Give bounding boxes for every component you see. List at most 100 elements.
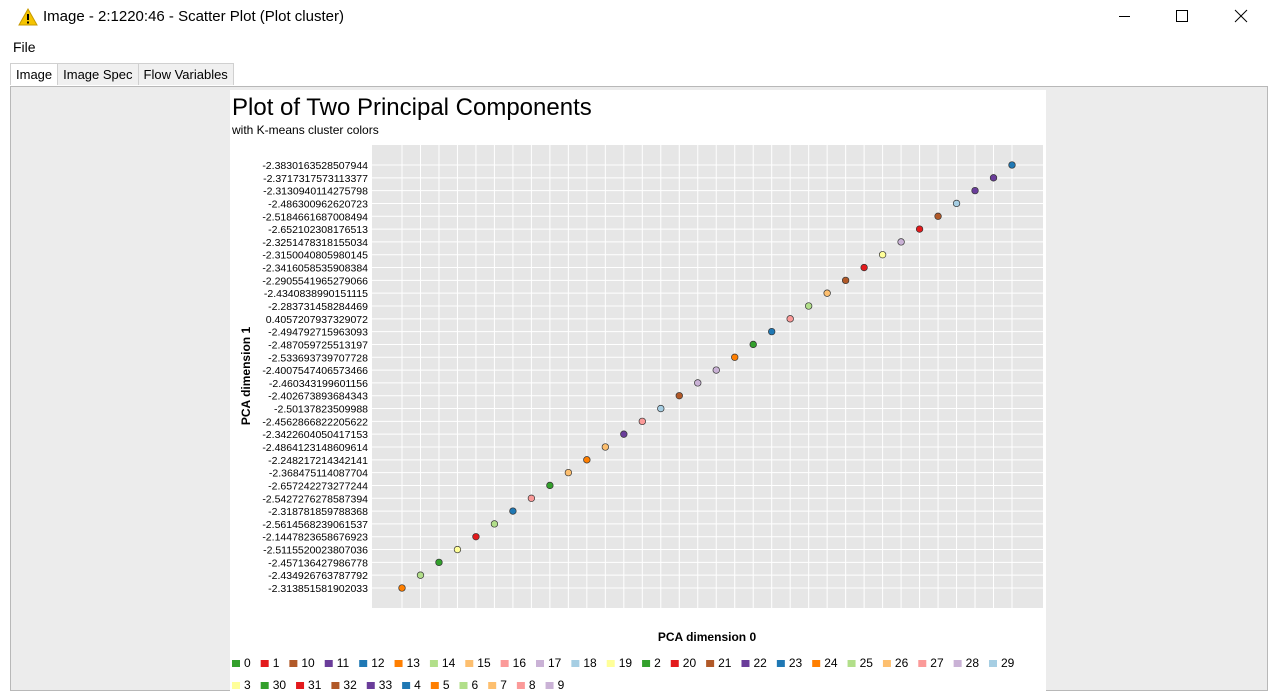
point: [860, 263, 868, 272]
y-tick-label: -2.4864123148609614: [262, 442, 368, 454]
legend-swatch: [741, 660, 750, 667]
point: [731, 353, 739, 361]
y-tick-label: -2.4007547406573466: [262, 365, 368, 377]
point: [638, 417, 646, 426]
legend-swatch: [571, 660, 580, 667]
legend-label: 13: [407, 656, 421, 670]
close-button[interactable]: [1234, 9, 1248, 23]
plot-area: [372, 145, 1043, 608]
legend-label: 12: [371, 656, 385, 670]
point: [749, 340, 757, 349]
y-tick-label: -2.486300962620723: [268, 198, 368, 210]
legend-label: 15: [477, 656, 491, 670]
legend-label: 11: [337, 656, 350, 670]
legend-label: 10: [301, 656, 315, 670]
legend-swatch: [606, 660, 615, 667]
legend-label: 21: [718, 656, 732, 670]
legend-swatch: [847, 660, 856, 667]
warning-icon: [18, 8, 38, 26]
legend-swatch: [465, 660, 474, 667]
y-tick-label: -2.533693739707728: [268, 352, 368, 364]
maximize-button[interactable]: [1176, 10, 1188, 22]
legend-label: 30: [273, 678, 287, 691]
point: [915, 225, 924, 233]
legend-swatch: [296, 682, 305, 689]
legend-swatch: [260, 682, 269, 689]
legend-swatch: [776, 660, 785, 667]
y-tick-label: -2.1447823658676923: [262, 532, 368, 544]
point: [786, 315, 794, 323]
chart: Plot of Two Principal Components with K-…: [230, 90, 1046, 691]
legend-label: 24: [824, 656, 838, 670]
y-tick-label: -2.5614568239061537: [262, 519, 368, 531]
legend-swatch: [289, 660, 298, 667]
legend-label: 5: [443, 678, 450, 691]
point: [1008, 161, 1016, 169]
y-tick-label: -2.368475114087704: [269, 468, 368, 480]
point: [971, 186, 979, 195]
menu-item[interactable]: File: [13, 39, 36, 55]
legend-swatch: [516, 682, 525, 689]
legend-swatch: [430, 682, 439, 689]
point: [435, 558, 443, 567]
legend-label: 16: [513, 656, 527, 670]
point: [490, 520, 499, 528]
chart-subtitle: with K-means cluster colors: [231, 123, 379, 137]
menu-bar: File: [0, 36, 1269, 58]
legend-label: 33: [379, 678, 393, 691]
tab[interactable]: Flow Variables: [137, 63, 234, 85]
y-tick-label: -2.248217214342141: [268, 455, 368, 467]
title-bar: Image - 2:1220:46 - Scatter Plot (Plot c…: [0, 0, 1269, 34]
legend-swatch: [429, 660, 438, 667]
tab[interactable]: Image: [10, 63, 59, 85]
legend-label: 0: [244, 656, 251, 670]
point: [878, 251, 887, 259]
y-tick-label: -2.2905541965279066: [262, 275, 368, 287]
y-tick-label: -2.494792715963093: [268, 327, 368, 339]
point: [583, 456, 591, 464]
y-tick-label: -2.402673893684343: [268, 391, 368, 403]
legend-swatch: [232, 682, 240, 689]
point: [453, 545, 462, 554]
point: [694, 379, 702, 387]
legend-swatch: [488, 682, 497, 689]
legend-label: 6: [472, 678, 479, 691]
legend-swatch: [402, 682, 411, 689]
y-tick-label: -2.318781859788368: [268, 506, 368, 518]
y-tick-label: -2.460343199601156: [269, 378, 368, 390]
point: [472, 533, 480, 541]
y-tick-label: -2.50137823509988: [274, 404, 368, 416]
y-tick-label: -2.4562866822205622: [262, 416, 368, 428]
y-tick-label: -2.434926763787792: [268, 570, 368, 582]
legend-swatch: [459, 682, 468, 689]
legend-label: 7: [500, 678, 507, 691]
point: [805, 302, 813, 310]
y-tick-label: 0.4057207937329072: [266, 314, 368, 326]
y-tick-label: -2.4340838990151115: [264, 288, 368, 300]
legend-swatch: [953, 660, 962, 667]
legend-label: 27: [930, 656, 944, 670]
legend-label: 9: [558, 678, 565, 691]
y-tick-label: -2.3150040805980145: [262, 250, 368, 262]
legend-label: 17: [548, 656, 562, 670]
y-tick-label: -2.3130940114275798: [263, 186, 368, 198]
x-axis-label: PCA dimension 0: [658, 630, 757, 644]
y-tick-label: -2.3830163528507944: [262, 160, 368, 172]
legend-label: 8: [529, 678, 536, 691]
point: [509, 507, 517, 515]
legend-label: 23: [789, 656, 803, 670]
legend-label: 32: [343, 678, 357, 691]
point: [952, 199, 961, 208]
point: [897, 238, 905, 246]
tab[interactable]: Image Spec: [57, 63, 139, 85]
legend-label: 31: [308, 678, 322, 691]
point: [416, 571, 425, 579]
legend-label: 20: [683, 656, 697, 670]
legend-label: 29: [1001, 656, 1015, 670]
point: [841, 276, 850, 285]
legend-swatch: [359, 660, 368, 667]
y-tick-label: -2.457136427986778: [268, 557, 368, 569]
y-tick-label: -2.3717317573113377: [263, 173, 368, 185]
legend-label: 3: [244, 678, 251, 691]
